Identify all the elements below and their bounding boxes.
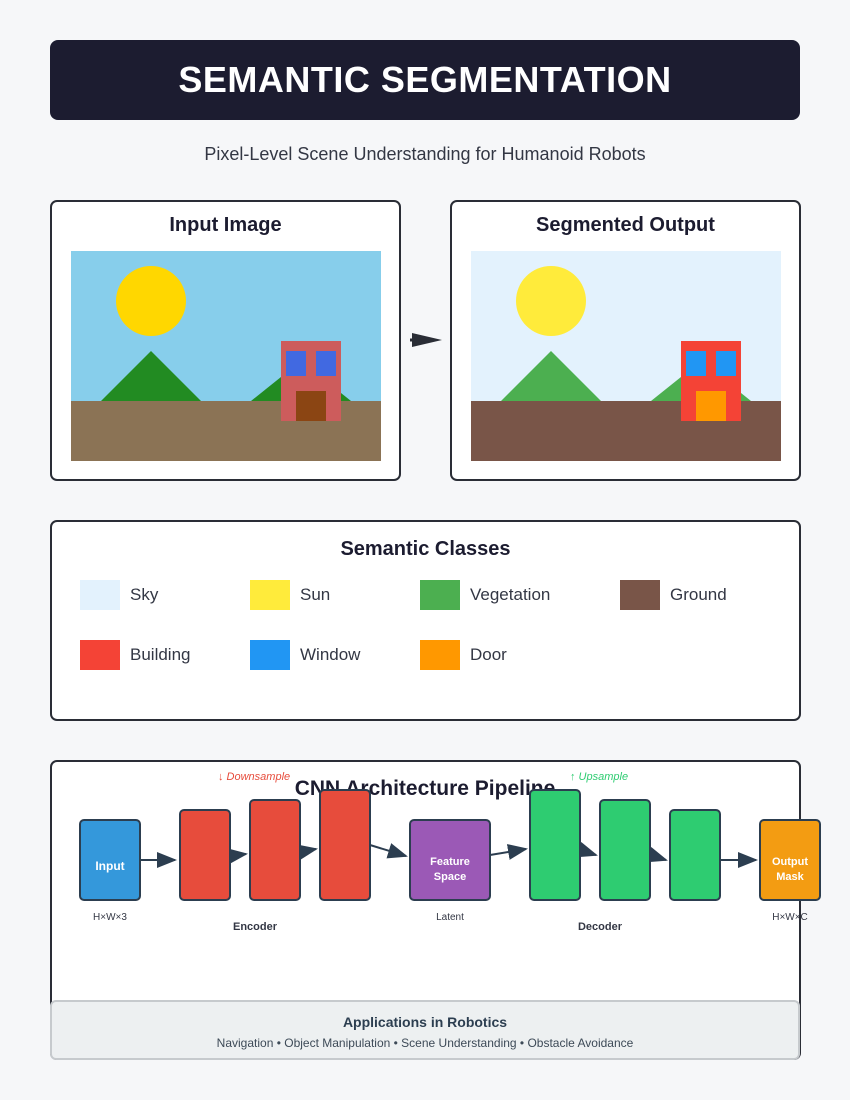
legend-label: Window [300,645,361,664]
legend-item-sun: Sun [250,580,330,610]
legend-title: Semantic Classes [340,538,511,560]
seg-window-left [686,351,706,376]
legend-swatch [250,640,290,670]
legend-label: Door [470,645,507,664]
legend-item-vegetation: Vegetation [420,580,550,610]
input-panel-title: Input Image [169,214,282,236]
legend-label: Building [130,645,191,664]
legend-swatch [80,640,120,670]
output-panel-title: Segmented Output [536,214,715,236]
input-window-left [286,351,306,376]
page-title: SEMANTIC SEGMENTATION [178,59,672,100]
legend-swatch [80,580,120,610]
legend-swatch [420,640,460,670]
applications-list: Navigation • Object Manipulation • Scene… [216,1036,634,1050]
legend-swatch [250,580,290,610]
segmented-output-panel: Segmented Output [450,200,801,481]
legend-label: Sun [300,585,331,604]
legend-item-ground: Ground [620,580,727,610]
seg-vegetation-left [501,351,601,401]
input-window-right [316,351,336,376]
applications-box: Applications in Robotics Navigation • Ob… [50,1000,800,1060]
legend-label: Ground [670,585,727,604]
legend-label: Sky [130,585,159,604]
legend-label: Vegetation [470,585,551,604]
input-image-panel: Input Image [50,200,401,481]
legend-swatch [620,580,660,610]
title-banner: SEMANTIC SEGMENTATION [50,40,800,120]
applications-title: Applications in Robotics [342,1014,508,1030]
legend-item-building: Building [80,640,191,670]
output-scene [471,251,781,461]
seg-door [696,391,726,421]
legend-swatch [420,580,460,610]
flow-arrow-icon [410,333,442,347]
legend-item-sky: Sky [80,580,158,610]
input-door [296,391,326,421]
legend-item-window: Window [250,640,360,670]
page-subtitle: Pixel-Level Scene Understanding for Huma… [204,144,646,164]
seg-window-right [716,351,736,376]
input-sun [116,266,186,336]
legend-item-door: Door [420,640,507,670]
semantic-classes-panel: Semantic Classes Sky Sun Vegetation Grou… [50,520,801,721]
input-mountain-left [101,351,201,401]
input-scene [71,251,381,461]
seg-sun [516,266,586,336]
